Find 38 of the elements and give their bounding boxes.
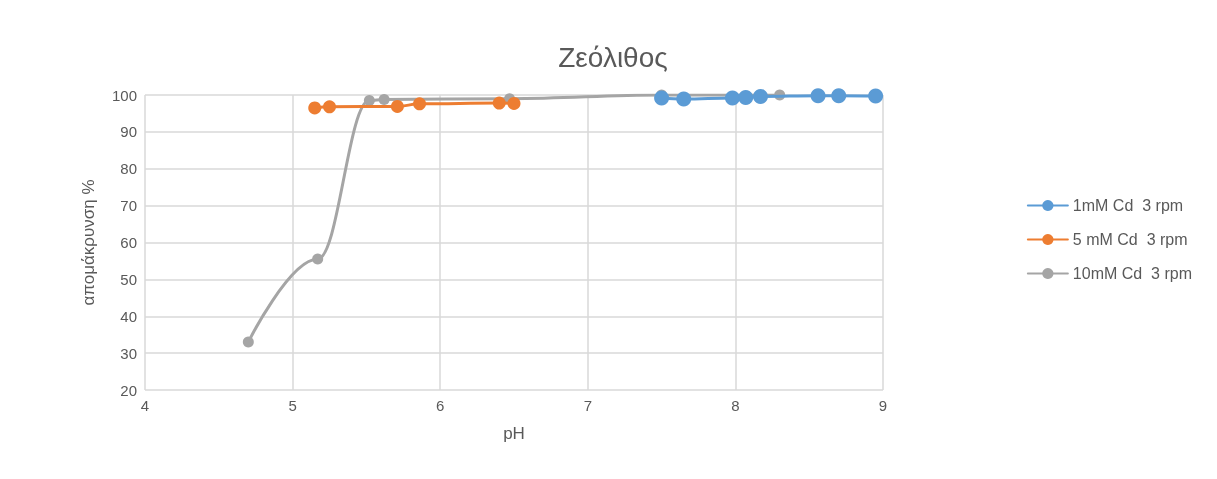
point: [242, 336, 254, 348]
point: [868, 88, 884, 104]
legend-label: 10mM Cd 3 rpm: [1072, 265, 1192, 282]
point: [724, 90, 740, 106]
y-tick-label: 20: [120, 381, 137, 399]
x-tick-label: 7: [583, 397, 592, 414]
point: [413, 97, 427, 111]
point: [654, 90, 670, 106]
x-tick-label: 6: [436, 397, 445, 414]
chart-title: Ζεόλιθος: [558, 41, 668, 73]
point: [753, 88, 768, 104]
y-tick-label: 40: [120, 307, 137, 325]
y-tick-label: 70: [120, 197, 137, 215]
point: [492, 96, 506, 110]
x-tick-label: 4: [140, 397, 150, 414]
y-tick-label: 50: [120, 270, 137, 288]
y-tick-label: 30: [120, 344, 137, 362]
legend-label: 1mM Cd 3 rpm: [1072, 197, 1184, 214]
point: [676, 91, 692, 107]
x-tick-label: 9: [878, 397, 888, 414]
x-tick-label: 8: [731, 397, 740, 414]
x-tick-label: 5: [288, 397, 297, 414]
point: [738, 90, 754, 106]
y-axis-title: απομάκρυνση %: [79, 179, 98, 306]
point: [507, 96, 521, 110]
point: [390, 99, 404, 113]
y-tick-label: 80: [120, 160, 137, 178]
point: [312, 253, 324, 265]
legend-label: 5 mM Cd 3 rpm: [1072, 231, 1188, 248]
point: [308, 101, 322, 115]
point: [323, 100, 336, 114]
point: [810, 88, 826, 104]
y-tick-label: 100: [111, 86, 137, 104]
point: [378, 93, 390, 105]
point: [831, 88, 847, 104]
x-axis-title: pH: [503, 424, 525, 443]
y-tick-label: 60: [120, 234, 137, 251]
y-tick-label: 90: [120, 123, 137, 141]
